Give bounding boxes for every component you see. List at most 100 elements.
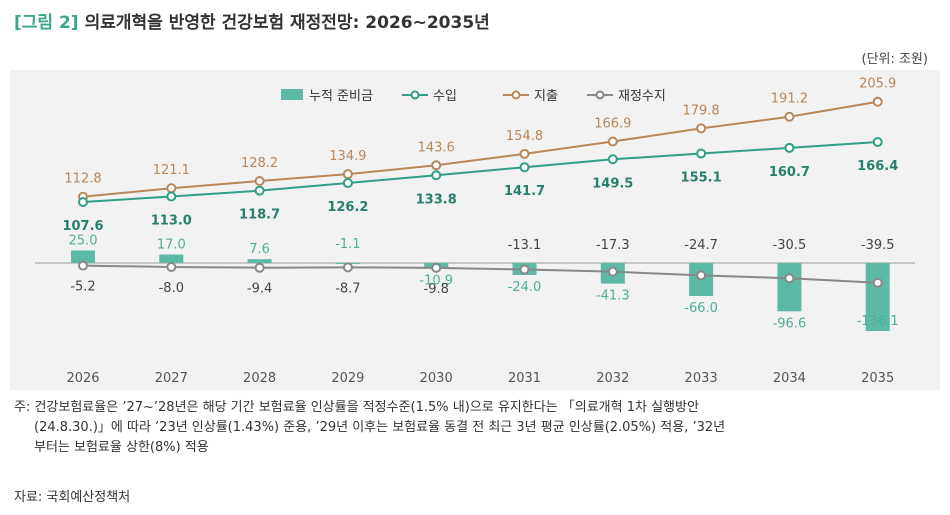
label-balance-2026: -5.2 [70, 280, 95, 295]
label-reserve-2027: 17.0 [157, 238, 186, 253]
label-reserve-2031: -24.0 [508, 280, 542, 295]
label-balance-2029: -8.7 [335, 281, 360, 296]
footnote-line-2: (24.8.30.)」에 따라 ’23년 인상률(1.43%) 준용, ’29년… [34, 420, 726, 435]
label-expense-2032: 166.9 [594, 117, 631, 132]
label-revenue-2032: 149.5 [592, 176, 633, 191]
unit-label: (단위: 조원) [861, 52, 929, 67]
legend-marker-revenue [410, 90, 420, 100]
point-revenue-2031 [519, 162, 530, 173]
label-revenue-2033: 155.1 [681, 171, 722, 186]
label-revenue-2030: 133.8 [416, 192, 457, 207]
label-balance-2032: -17.3 [596, 238, 630, 253]
label-revenue-2034: 160.7 [769, 165, 810, 180]
label-revenue-2035: 166.4 [857, 159, 898, 174]
point-balance-2034 [784, 273, 795, 284]
footnote: 주: 건강보험료율은 ’27~’28년은 해당 기간 보험료율 인상률을 적정수… [14, 398, 939, 458]
x-tick-2027: 2027 [155, 371, 188, 386]
label-revenue-2026: 107.6 [62, 219, 103, 234]
label-reserve-2034: -96.6 [773, 316, 807, 331]
x-tick-2029: 2029 [331, 371, 364, 386]
label-balance-2034: -30.5 [773, 238, 807, 253]
point-balance-2030 [431, 262, 442, 273]
point-expense-2031 [519, 148, 530, 159]
bar-reserve-2034 [777, 263, 802, 312]
legend-marker-balance [595, 90, 605, 100]
label-expense-2027: 121.1 [153, 163, 190, 178]
point-revenue-2033 [696, 148, 707, 159]
point-expense-2032 [607, 136, 618, 147]
line-expense [82, 100, 878, 198]
label-balance-2027: -8.0 [159, 281, 184, 296]
line-balance [82, 264, 878, 284]
legend-bar-swatch [281, 89, 303, 100]
x-tick-2031: 2031 [508, 371, 541, 386]
point-revenue-2028 [254, 185, 265, 196]
point-expense-2034 [784, 111, 795, 122]
bar-reserve-2028 [247, 259, 272, 263]
legend-label-reserve: 누적 준비금 [309, 89, 373, 104]
label-revenue-2027: 113.0 [151, 213, 192, 228]
x-tick-2028: 2028 [243, 371, 276, 386]
label-expense-2030: 143.6 [418, 140, 455, 155]
label-reserve-2032: -41.3 [596, 289, 630, 304]
point-revenue-2026 [78, 197, 88, 207]
legend-marker-expense [511, 90, 521, 100]
label-balance-2033: -24.7 [684, 238, 718, 253]
x-tick-2032: 2032 [596, 371, 629, 386]
figure-tag: [그림 2] [14, 13, 79, 33]
point-balance-2027 [166, 262, 177, 272]
chart-svg: 누적 준비금 수입 지출 재정수지 112.8 121.1 128.2 134.9 143.6 1… [35, 77, 915, 386]
line-revenue [82, 141, 878, 203]
label-revenue-2031: 141.7 [504, 184, 545, 199]
source-note: 자료: 국회예산정책처 [14, 490, 131, 505]
label-reserve-2029: -1.1 [335, 237, 360, 252]
point-balance-2028 [254, 262, 265, 273]
bar-reserve-2027 [159, 254, 184, 263]
label-balance-2035: -39.5 [861, 238, 895, 253]
label-revenue-2029: 126.2 [327, 200, 368, 215]
chart-panel: 누적 준비금 수입 지출 재정수지 112.8 121.1 128.2 134.9 143.6 1… [10, 70, 940, 390]
bar-reserve-2035 [865, 263, 890, 332]
label-expense-2034: 191.2 [771, 92, 808, 107]
point-balance-2032 [607, 266, 618, 277]
point-balance-2035 [872, 277, 883, 288]
point-expense-2029 [342, 169, 353, 180]
legend-label-expense: 지출 [534, 89, 558, 104]
point-revenue-2034 [784, 142, 795, 153]
label-expense-2031: 154.8 [506, 129, 543, 144]
label-reserve-2033: -66.0 [684, 301, 718, 316]
x-tick-2030: 2030 [420, 371, 453, 386]
point-expense-2035 [872, 96, 883, 107]
label-reserve-2035: -136.1 [857, 314, 899, 329]
point-revenue-2032 [607, 154, 618, 165]
footnote-line-1: 주: 건강보험료율은 ’27~’28년은 해당 기간 보험료율 인상률을 적정수… [14, 400, 699, 415]
footnote-line-3: 부터는 보험료율 상한(8%) 적용 [34, 440, 209, 455]
point-balance-2029 [342, 262, 353, 273]
point-balance-2031 [519, 264, 530, 275]
x-tick-2026: 2026 [66, 371, 99, 386]
point-expense-2033 [696, 123, 707, 134]
title-text: 의료개혁을 반영한 건강보험 재정전망: 2026~2035년 [84, 13, 490, 33]
point-revenue-2035 [872, 137, 883, 148]
legend-label-balance: 재정수지 [618, 89, 666, 104]
label-balance-2028: -9.4 [247, 282, 272, 297]
point-revenue-2029 [342, 178, 353, 189]
point-expense-2030 [431, 160, 442, 171]
x-tick-2034: 2034 [773, 371, 806, 386]
x-tick-2033: 2033 [685, 371, 718, 386]
point-balance-2026 [78, 260, 88, 271]
label-balance-2030: -9.8 [424, 282, 449, 297]
label-reserve-2030: -10.9 [419, 273, 453, 288]
x-tick-2035: 2035 [861, 371, 894, 386]
label-expense-2029: 134.9 [329, 149, 366, 164]
bar-reserve-2026 [71, 250, 95, 263]
label-reserve-2026: 25.0 [69, 234, 98, 249]
label-expense-2035: 205.9 [859, 77, 896, 92]
label-expense-2026: 112.8 [64, 172, 101, 187]
point-revenue-2030 [431, 170, 442, 181]
label-reserve-2028: 7.6 [249, 242, 270, 257]
point-expense-2027 [166, 183, 177, 194]
label-expense-2033: 179.8 [682, 103, 719, 118]
chart-title: [그림 2] 의료개혁을 반영한 건강보험 재정전망: 2026~2035년 [14, 8, 490, 33]
label-balance-2031: -13.1 [508, 238, 542, 253]
